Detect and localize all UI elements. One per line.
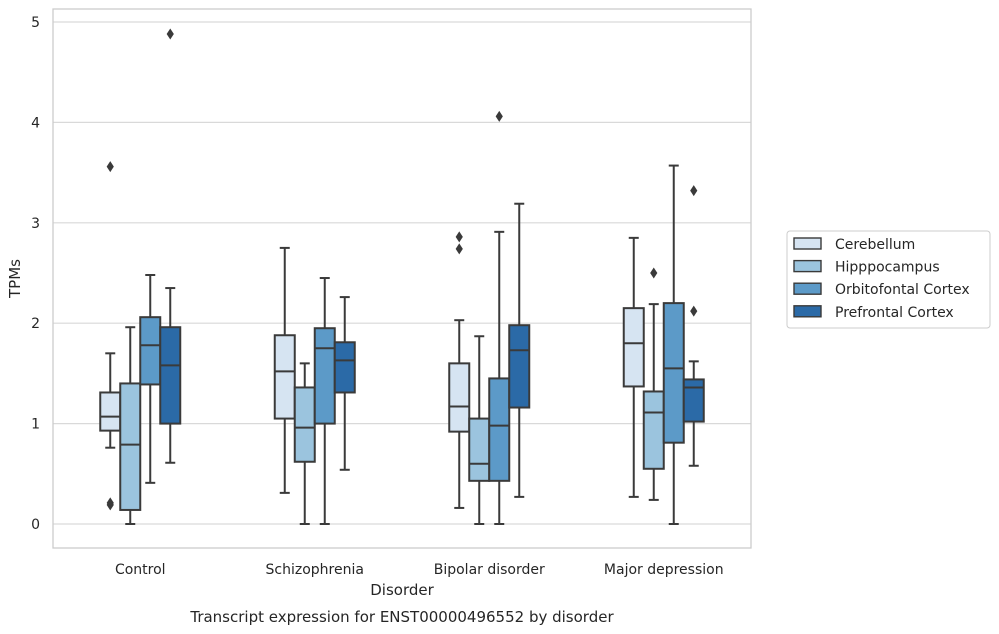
legend-item: Prefrontal Cortex xyxy=(793,305,954,321)
x-tick-label: Bipolar disorder xyxy=(434,562,545,578)
outlier-marker xyxy=(690,305,698,317)
legend-swatch xyxy=(793,305,822,318)
chart-caption: Transcript expression for ENST0000049655… xyxy=(189,608,614,626)
x-axis-title: Disorder xyxy=(370,581,434,599)
y-tick-label: 4 xyxy=(31,115,40,131)
outlier-marker xyxy=(166,28,174,40)
box xyxy=(139,316,162,386)
legend-label: Prefrontal Cortex xyxy=(835,305,954,321)
y-tick-label: 3 xyxy=(31,216,40,232)
legend-item: Hipppocampus xyxy=(793,259,940,276)
legend-label: Hipppocampus xyxy=(835,260,940,276)
outlier-marker xyxy=(106,499,114,511)
legend-label: Cerebellum xyxy=(835,237,915,253)
legend-label: Orbitofontal Cortex xyxy=(835,282,970,298)
box xyxy=(488,377,511,482)
box xyxy=(313,327,336,425)
y-axis-title: TPMs xyxy=(6,259,24,299)
box xyxy=(159,326,182,425)
box-group-major-depression xyxy=(622,164,705,525)
box xyxy=(293,386,316,463)
legend-item: Orbitofontal Cortex xyxy=(793,282,970,298)
box-groups xyxy=(99,28,705,525)
outlier-marker xyxy=(455,231,463,243)
box xyxy=(682,378,705,423)
box-group-control xyxy=(99,28,182,525)
box xyxy=(273,334,296,420)
y-tick-labels: 0 1 2 3 4 5 xyxy=(31,15,40,533)
box xyxy=(99,391,122,432)
box xyxy=(468,417,491,482)
legend: Cerebellum Hipppocampus Orbitofontal Corte… xyxy=(786,230,991,329)
x-tick-label: Schizophrenia xyxy=(266,562,364,578)
legend-swatch xyxy=(793,237,822,250)
box xyxy=(642,390,665,470)
legend-frame xyxy=(786,230,991,329)
outlier-marker xyxy=(650,267,658,279)
legend-item: Cerebellum xyxy=(793,237,915,253)
box xyxy=(508,324,531,409)
y-tick-label: 0 xyxy=(31,517,40,533)
outlier-marker xyxy=(495,110,503,122)
box-group-bipolar-disorder xyxy=(448,110,531,525)
outlier-marker xyxy=(455,243,463,255)
box xyxy=(662,302,685,444)
x-tick-labels: Control Schizophrenia Bipolar disorder Majo… xyxy=(115,562,724,578)
legend-swatch xyxy=(793,259,822,273)
outlier-marker xyxy=(690,185,698,197)
box xyxy=(448,362,471,433)
legend-swatch xyxy=(793,282,822,295)
box xyxy=(333,341,356,394)
plot-frame xyxy=(52,8,752,549)
x-tick-label: Control xyxy=(115,562,166,578)
box xyxy=(119,382,142,511)
box-group-schizophrenia xyxy=(273,246,356,525)
x-tick-label: Major depression xyxy=(604,562,724,578)
y-tick-label: 2 xyxy=(31,316,40,332)
y-tick-label: 5 xyxy=(31,15,40,31)
y-tick-label: 1 xyxy=(31,417,40,433)
box xyxy=(622,307,645,388)
outlier-marker xyxy=(106,161,114,173)
